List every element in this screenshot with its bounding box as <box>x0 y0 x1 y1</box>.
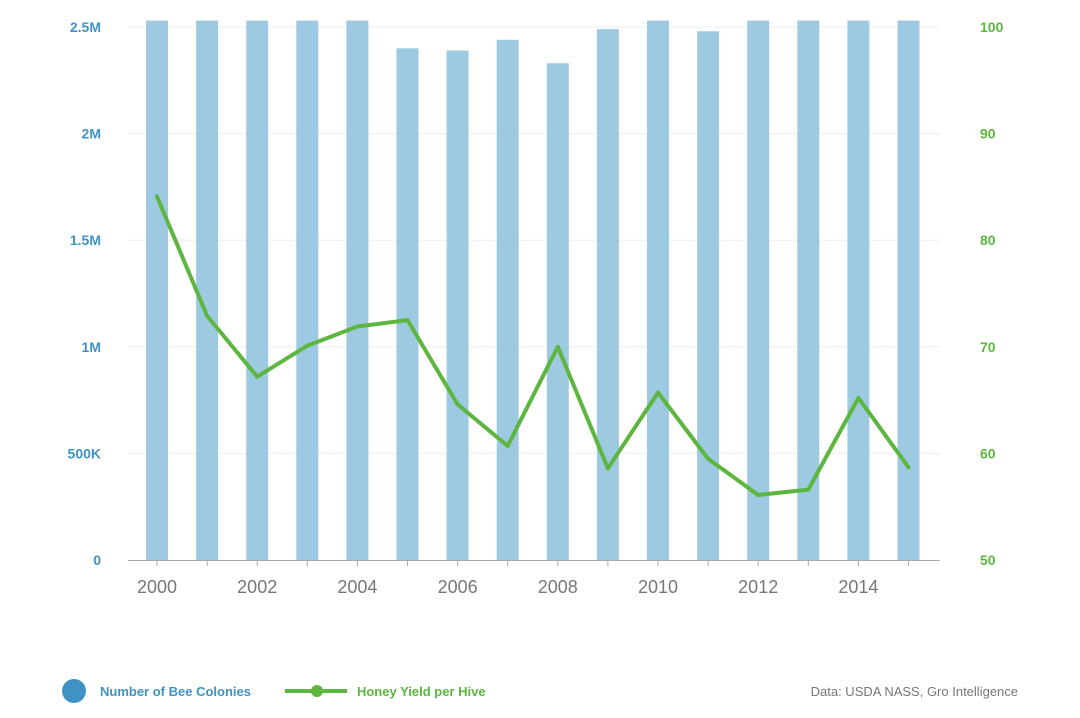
right-y-tick-label: 70 <box>980 339 996 355</box>
left-y-tick-label: 1M <box>82 339 101 355</box>
left-y-tick-label: 1.5M <box>70 232 101 248</box>
x-axis-ticks: 2000 2002 2004 2006 2008 2010 2012 2014 <box>137 577 878 597</box>
legend-dot-icon <box>62 679 86 703</box>
legend-line-icon <box>284 685 347 697</box>
bar-2010 <box>647 20 669 560</box>
x-tick-label-2014: 2014 <box>838 577 878 597</box>
honey-yield-point-2010 <box>656 390 660 395</box>
legend-label-honey-yield: Honey Yield per Hive <box>356 683 486 699</box>
legend-item-bee-colonies[interactable]: Number of Bee Colonies <box>62 679 251 703</box>
bar-2001 <box>196 20 219 560</box>
honey-yield-point-2005 <box>405 318 410 323</box>
honey-yield-point-2015 <box>906 465 911 470</box>
bar-2007 <box>496 39 519 561</box>
data-source-note: Data: USDA NASS, Gro Intelligence <box>810 683 1018 699</box>
bar-2008 <box>546 63 569 561</box>
bar-2015 <box>897 20 920 560</box>
x-tick-label-2010: 2010 <box>638 577 678 597</box>
honey-yield-point-2002 <box>255 374 260 379</box>
honey-yield-point-2008 <box>555 344 560 349</box>
bar-2005 <box>396 48 419 560</box>
right-y-tick-label: 60 <box>980 445 996 461</box>
honey-yield-point-2013 <box>806 487 811 492</box>
right-y-tick-label: 100 <box>980 19 1004 35</box>
x-tick-label-2008: 2008 <box>538 577 578 597</box>
honey-yield-point-2009 <box>605 466 610 471</box>
x-tick-label-2002: 2002 <box>237 577 277 597</box>
x-tick-label-2012: 2012 <box>738 577 778 597</box>
bar-2003 <box>296 20 319 560</box>
bar-2004 <box>346 20 369 560</box>
left-y-tick-label: 0 <box>93 552 101 568</box>
honey-yield-point-2014 <box>856 395 861 400</box>
x-axis <box>128 560 940 566</box>
right-y-axis-ticks: 50 60 70 80 90 100 <box>980 19 1004 568</box>
legend-item-honey-yield[interactable]: Honey Yield per Hive <box>284 683 486 699</box>
honey-yield-point-2012 <box>756 492 761 497</box>
right-y-tick-label: 50 <box>980 552 996 568</box>
x-tick-label-2000: 2000 <box>137 577 177 597</box>
right-y-tick-label: 80 <box>980 232 996 248</box>
bar-2013 <box>797 20 820 560</box>
left-y-axis-ticks: 0 500K 1M 1.5M 2M 2.5M <box>68 19 102 568</box>
bar-2014 <box>847 20 870 560</box>
x-tick-label-2004: 2004 <box>337 577 377 597</box>
left-y-tick-label: 2M <box>82 126 101 142</box>
bar-2011 <box>697 31 720 561</box>
colony-bars <box>146 20 920 561</box>
legend-label-bee-colonies: Number of Bee Colonies <box>100 683 251 699</box>
bar-2002 <box>246 20 269 560</box>
honey-yield-point-2006 <box>455 402 460 407</box>
honey-yield-point-2007 <box>505 443 510 448</box>
bar-2009 <box>596 29 619 560</box>
left-y-tick-label: 500K <box>68 445 101 461</box>
honey-yield-line <box>155 194 911 497</box>
honey-yield-point-2011 <box>706 456 711 461</box>
left-y-tick-label: 2.5M <box>70 19 101 35</box>
honey-yield-point-2000 <box>155 194 159 199</box>
bar-2000 <box>146 20 168 560</box>
bar-2012 <box>747 20 770 560</box>
honey-yield-point-2003 <box>305 343 310 348</box>
right-y-tick-label: 90 <box>980 126 996 142</box>
honey-yield-point-2001 <box>205 313 210 318</box>
x-tick-label-2006: 2006 <box>438 577 478 597</box>
honey-yield-point-2004 <box>355 324 360 329</box>
bar-2006 <box>446 50 469 561</box>
legend: Number of Bee Colonies Honey Yield per H… <box>62 676 1018 706</box>
honey-yield-path <box>155 194 911 497</box>
